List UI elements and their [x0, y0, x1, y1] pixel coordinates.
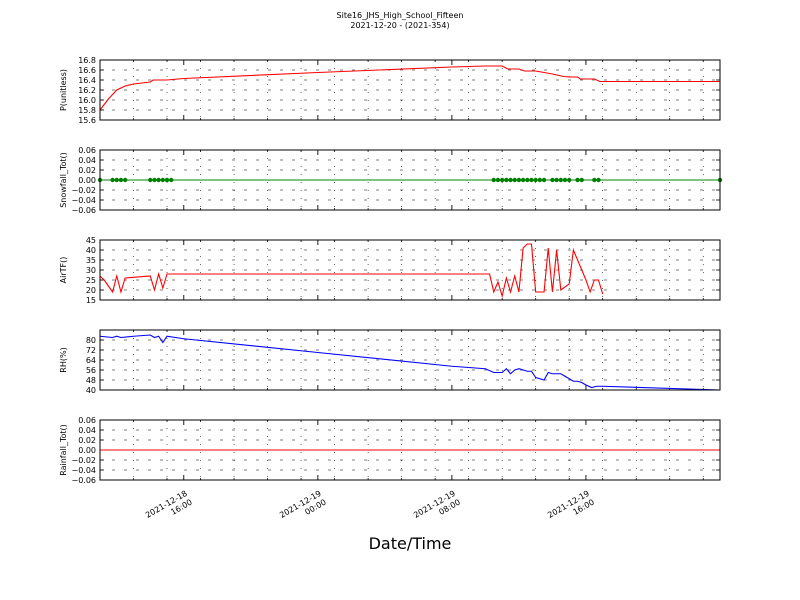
panel-2-ytick-label: −0.04	[71, 196, 96, 205]
panel-4-ylabel: RH(%)	[59, 347, 68, 372]
panel-3-ytick-label: 15	[86, 296, 96, 305]
panel-2-data-point	[575, 177, 580, 183]
panel-2-data-point	[114, 177, 119, 183]
panel-1-ylabel: P(unitless)	[59, 69, 68, 111]
panel-2-data-point	[562, 177, 568, 183]
x-axis-label: Date/Time	[368, 534, 452, 553]
panel-3-ytick-label: 40	[86, 246, 96, 255]
panel-2-ytick-label: −0.02	[71, 186, 96, 195]
panel-5-ytick-label: 0.04	[78, 426, 96, 435]
panel-2-data-point	[122, 177, 128, 183]
panel-2-data-point	[541, 177, 547, 183]
panel-5-ytick-label: 0.00	[78, 446, 96, 455]
panel-2-data-point	[596, 177, 601, 183]
panel-2-data-point	[156, 177, 161, 183]
panel-2-ytick-label: 0.04	[78, 156, 96, 165]
panel-4-ytick-label: 64	[86, 356, 96, 365]
panel-4-ytick-label: 56	[86, 366, 96, 375]
panel-1-ytick-label: 16.6	[78, 66, 96, 75]
panel-3-ytick-label: 30	[86, 266, 96, 275]
panel-2-data-point	[537, 177, 543, 183]
panel-5-ytick-label: 0.06	[78, 416, 96, 425]
panel-1-ytick-label: 16.4	[78, 76, 96, 85]
panel-2-frame	[99, 149, 721, 211]
panel-2-data-point	[499, 177, 505, 183]
panel-3-ytick-label: 45	[86, 236, 96, 245]
panel-1-ytick-label: 16.2	[78, 86, 96, 95]
panel-1-frame	[99, 59, 721, 121]
panel-2-data-point	[520, 177, 526, 183]
panel-3-ytick-label: 20	[86, 286, 96, 295]
panel-2-data-point	[508, 177, 513, 183]
panel-2-data-point	[169, 177, 174, 183]
panel-1-series-line	[99, 65, 720, 111]
panel-3-ylabel: AirTF()	[59, 257, 68, 284]
panel-2-ytick-label: 0.00	[78, 176, 96, 185]
panel-2-data-point	[148, 177, 153, 183]
panel-1-ytick-label: 16.8	[78, 56, 96, 65]
panel-5-frame	[99, 419, 721, 481]
panel-2-data-point	[495, 177, 501, 183]
panel-3-ytick-label: 35	[86, 256, 96, 265]
panel-2-data-point	[550, 177, 555, 183]
panel-2-data-point	[164, 177, 170, 183]
panel-5-ytick-label: −0.04	[71, 466, 96, 475]
panel-4-ytick-label: 80	[86, 336, 96, 345]
panel-2-data-point	[491, 177, 496, 183]
panel-2-data-point	[504, 177, 509, 183]
chart-title-line1: Site16_JHS_High_School_Fifteen	[336, 11, 464, 20]
panel-4-series-line	[99, 334, 721, 391]
panel-5-ylabel: Rainfall_Tot()	[59, 424, 68, 476]
panel-4-ytick-label: 72	[86, 346, 96, 355]
panel-2-data-point	[592, 177, 597, 183]
panel-4-ytick-label: 40	[86, 386, 96, 395]
panel-2-data-point	[512, 177, 517, 183]
panel-1-ytick-label: 16.0	[78, 96, 96, 105]
panel-2-data-point	[525, 177, 530, 183]
panel-2-data-point	[516, 177, 522, 183]
panel-1-ytick-label: 15.8	[78, 106, 96, 115]
panel-2-data-point	[152, 177, 157, 183]
panel-4-ytick-label: 48	[86, 376, 96, 385]
panel-4-frame	[99, 329, 721, 391]
panel-5-ytick-label: −0.06	[71, 476, 96, 485]
chart-title: Site16_JHS_High_School_Fifteen 2021-12-2…	[0, 11, 800, 31]
panel-2-data-point	[529, 177, 534, 183]
chart-title-line2: 2021-12-20 - (2021-354)	[350, 21, 450, 30]
panel-2-data-point	[579, 177, 584, 183]
panel-3-frame	[99, 239, 721, 301]
panel-2-data-point	[558, 177, 564, 183]
panel-2-data-point	[160, 177, 166, 183]
panel-3-series-line	[99, 243, 604, 299]
panel-5-ytick-label: 0.02	[78, 436, 96, 445]
panel-2-data-point	[118, 177, 124, 183]
panel-2-ytick-label: −0.06	[71, 206, 96, 215]
panel-2-data-point	[533, 177, 538, 183]
panel-2-data-point	[110, 177, 115, 183]
panel-5-ytick-label: −0.02	[71, 456, 96, 465]
panel-2-ylabel: Snowfall_Tot()	[59, 152, 68, 208]
panel-2-ytick-label: 0.06	[78, 146, 96, 155]
panel-2-data-point	[554, 177, 559, 183]
panel-1-ytick-label: 15.6	[78, 116, 96, 125]
panel-3-ytick-label: 25	[86, 276, 96, 285]
panel-2-data-point	[566, 177, 572, 183]
panel-2-ytick-label: 0.02	[78, 166, 96, 175]
